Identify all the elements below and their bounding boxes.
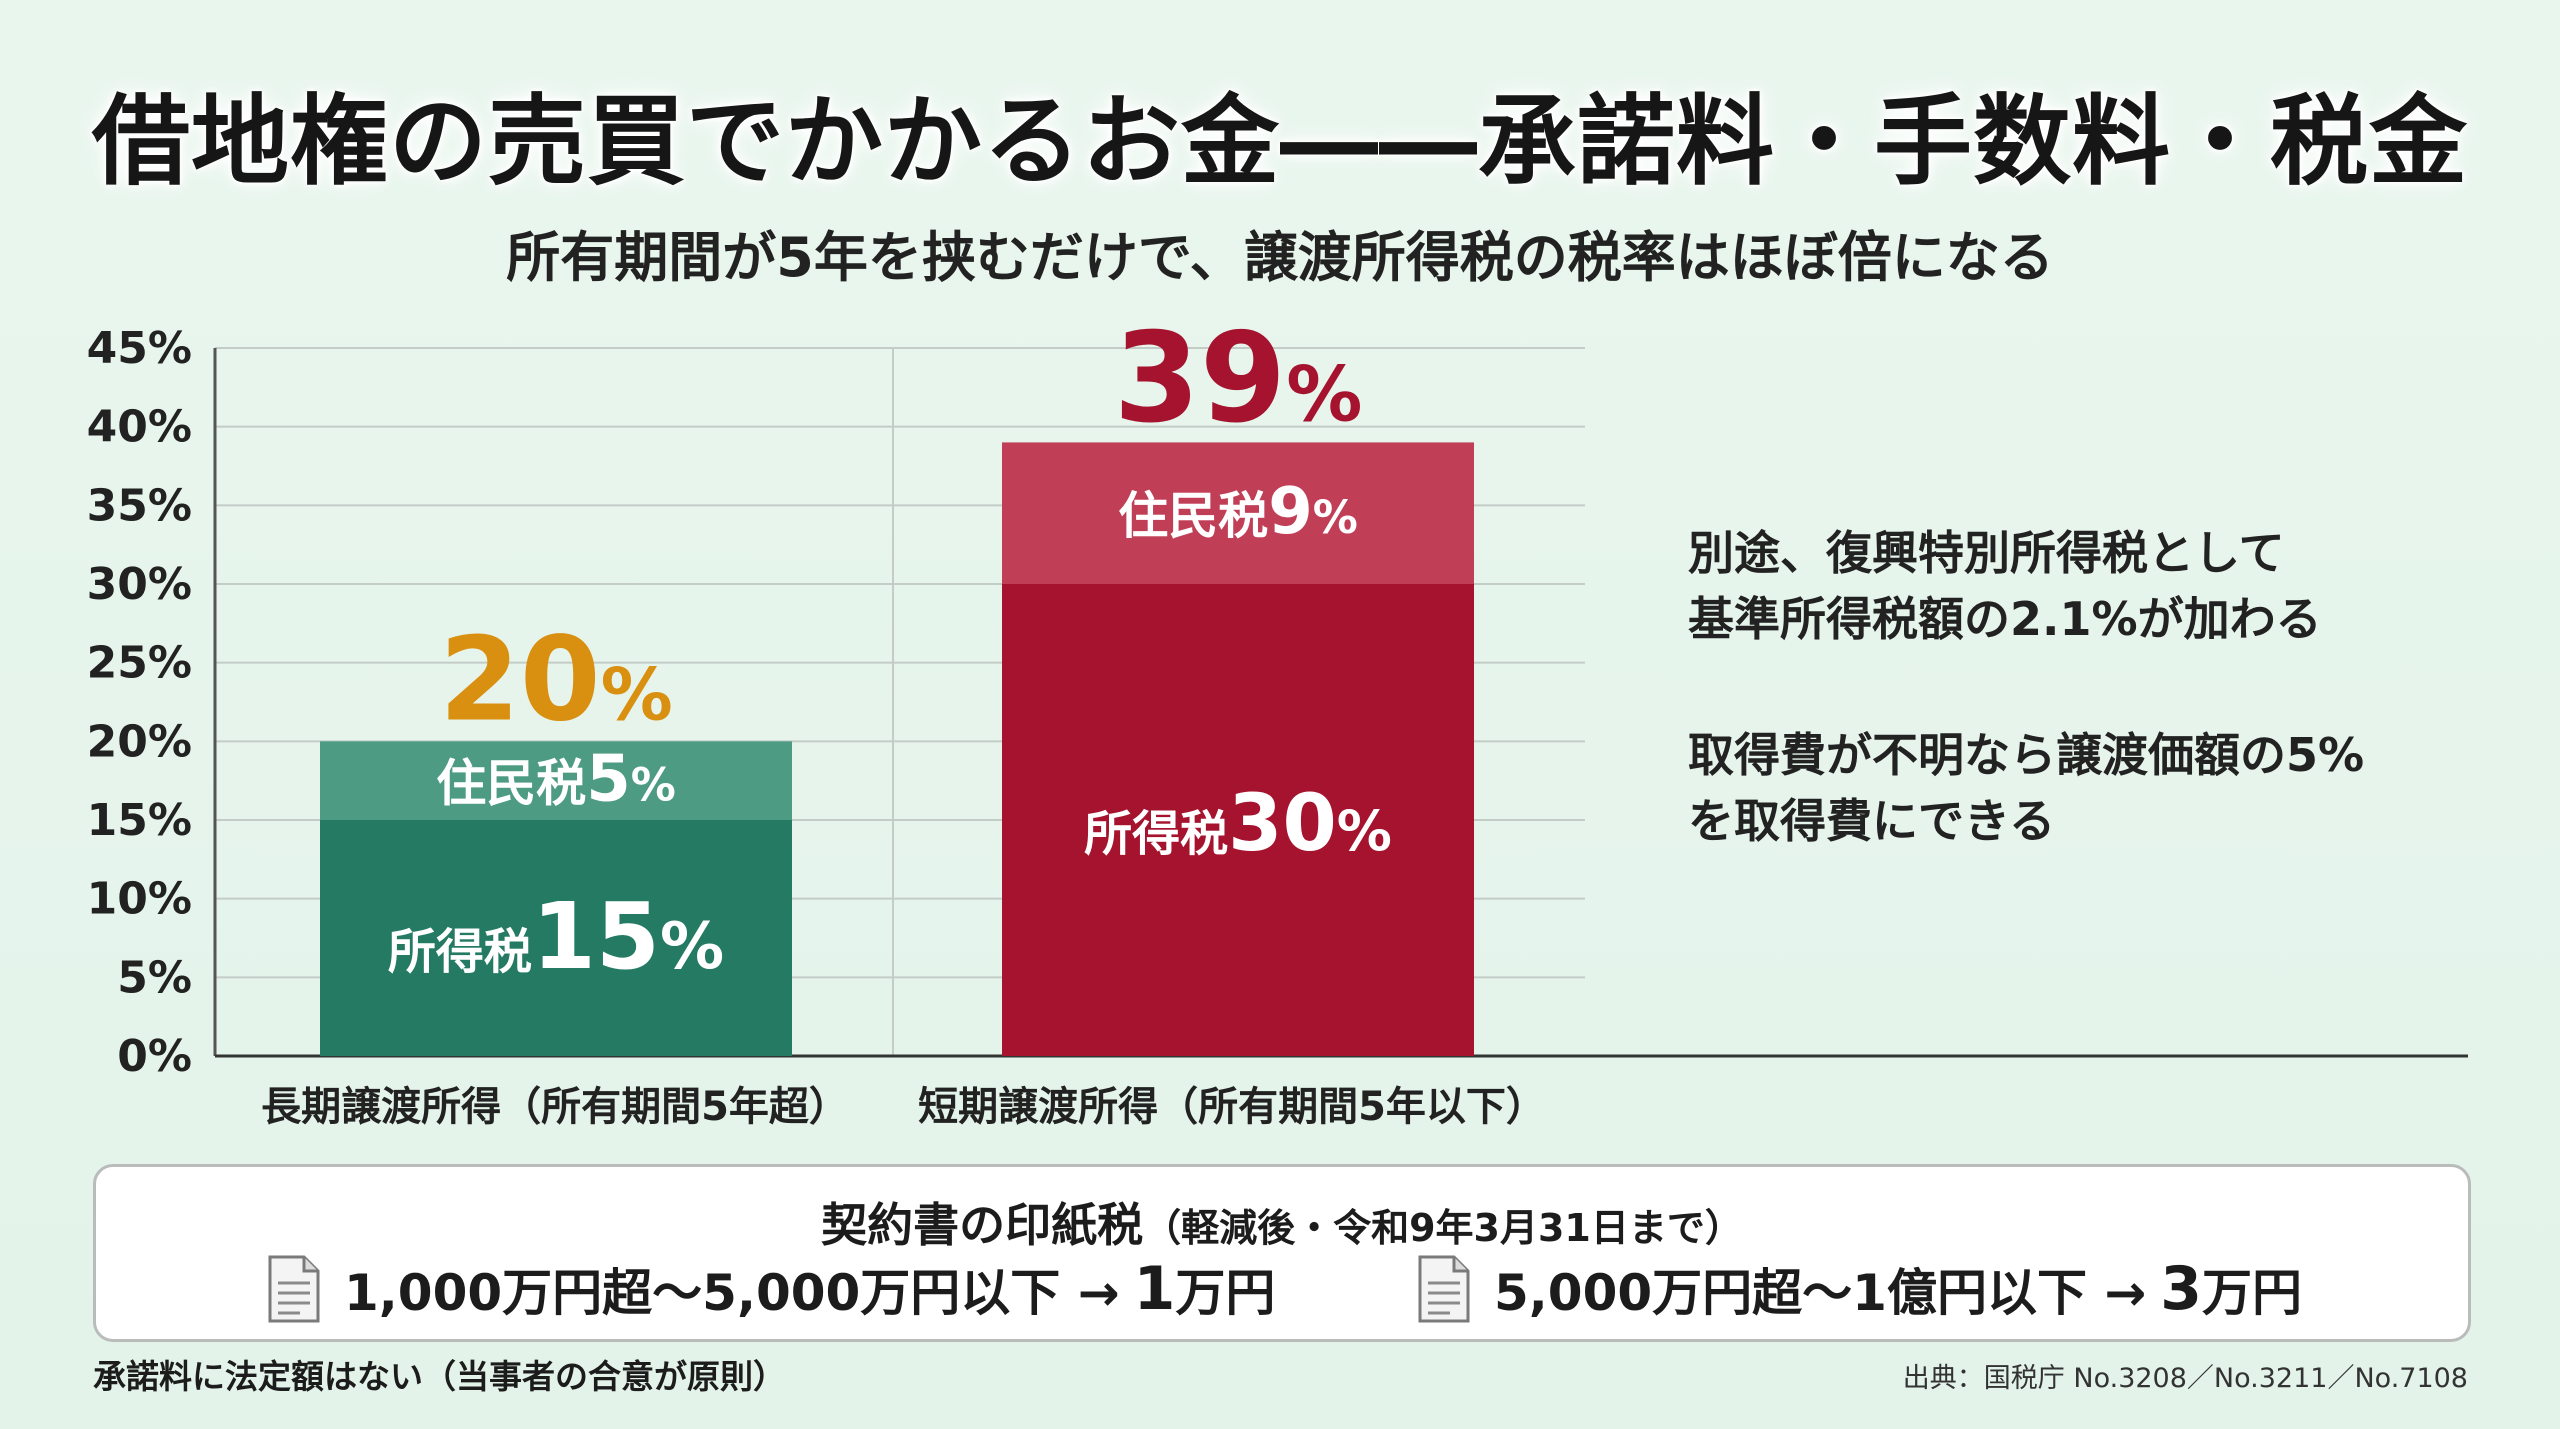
acquisition-note-line1: 取得費が不明なら譲渡価額の5% <box>1688 728 2365 782</box>
bar-segment-percent: % <box>660 910 724 984</box>
x-category-label: 長期譲渡所得（所有期間5年超） <box>261 1084 849 1130</box>
bar-segment-percent: % <box>631 759 676 812</box>
y-tick-label: 45% <box>87 323 192 374</box>
y-tick-label: 5% <box>117 952 192 1003</box>
bar-total-percent: % <box>1286 349 1362 438</box>
bar-segment-label: 住民税9% <box>1118 475 1358 549</box>
stamp-tax-amount-2-unit: 万円 <box>2202 1264 2302 1322</box>
y-tick-label: 30% <box>87 559 192 610</box>
stamp-tax-amount-2-number: 3 <box>2160 1254 2202 1324</box>
y-tick-label: 20% <box>87 716 192 767</box>
surtax-note-line2: 基準所得税額の2.1%が加わる <box>1688 592 2322 646</box>
consent-fee-footnote: 承諾料に法定額はない（当事者の合意が原則） <box>93 1357 786 1396</box>
stamp-tax-range-1: 1,000万円超〜5,000万円以下 → <box>344 1264 1120 1322</box>
bar-segment-value: 30 <box>1228 779 1337 869</box>
y-tick-label: 35% <box>87 480 192 531</box>
bar-total-value: 39 <box>1114 306 1287 450</box>
surtax-note: 別途、復興特別所得税として 基準所得税額の2.1%が加わる <box>1688 520 2322 652</box>
bar-segment-name: 所得税 <box>388 924 532 980</box>
surtax-note-line1: 別途、復興特別所得税として <box>1688 526 2285 580</box>
bar-segment-value: 9 <box>1268 475 1313 549</box>
bar-segment <box>320 820 792 1056</box>
stamp-tax-item-1: 1,000万円超〜5,000万円以下 → 1 万円 <box>266 1253 1275 1325</box>
source-citation: 出典：国税庁 No.3208／No.3211／No.7108 <box>1902 1363 2468 1394</box>
stamp-tax-item-2: 5,000万円超〜1億円以下 → 3 万円 <box>1416 1253 2302 1325</box>
y-tick-label: 25% <box>87 638 192 689</box>
page-title: 借地権の売買でかかるお金――承諾料・手数料・税金 <box>91 85 2468 199</box>
bar-total-label: 39% <box>1114 306 1363 450</box>
bar-segment <box>1002 442 1474 584</box>
bar-segment <box>320 741 792 820</box>
bar-total-percent: % <box>601 652 673 736</box>
y-tick-label: 40% <box>87 402 192 453</box>
bar-segment-name: 住民税 <box>436 755 586 813</box>
document-icon <box>1418 1255 1470 1323</box>
bar-segment-label: 所得税30% <box>1084 779 1392 869</box>
bar-segment-value: 15 <box>532 883 660 990</box>
acquisition-cost-note: 取得費が不明なら譲渡価額の5% を取得費にできる <box>1688 722 2364 854</box>
bar-segment-label: 所得税15% <box>388 883 724 990</box>
y-tick-label: 15% <box>87 795 192 846</box>
bar-segment-percent: % <box>1313 491 1358 544</box>
bar-segment <box>1002 584 1474 1056</box>
stamp-tax-subtitle: （軽減後・令和9年3月31日まで） <box>1143 1206 1743 1250</box>
y-tick-label: 0% <box>117 1031 192 1082</box>
stamp-tax-range-2: 5,000万円超〜1億円以下 → <box>1494 1264 2147 1322</box>
bar-total-label: 20% <box>439 612 673 747</box>
stamp-tax-box: 契約書の印紙税（軽減後・令和9年3月31日まで） 1,000万円超〜5,000万… <box>93 1164 2471 1342</box>
document-icon <box>268 1255 320 1323</box>
stamp-tax-heading: 契約書の印紙税（軽減後・令和9年3月31日まで） <box>96 1189 2468 1255</box>
bar-total-value: 20 <box>439 612 600 747</box>
page-subtitle: 所有期間が5年を挟むだけで、譲渡所得税の税率はほぼ倍になる <box>506 226 2054 289</box>
bar-segment-value: 5 <box>586 743 631 817</box>
stamp-tax-amount-1-number: 1 <box>1133 1254 1176 1324</box>
acquisition-note-line2: を取得費にできる <box>1688 794 2056 848</box>
stamp-tax-title: 契約書の印紙税 <box>821 1198 1144 1252</box>
bar-segment-name: 所得税 <box>1084 806 1228 862</box>
bar-segment-name: 住民税 <box>1118 487 1268 545</box>
stamp-tax-amount-1-unit: 万円 <box>1175 1264 1276 1322</box>
x-category-label: 短期譲渡所得（所有期間5年以下） <box>918 1084 1546 1130</box>
bar-segment-percent: % <box>1337 799 1392 863</box>
y-tick-label: 10% <box>87 874 192 925</box>
bar-segment-label: 住民税5% <box>436 743 676 817</box>
